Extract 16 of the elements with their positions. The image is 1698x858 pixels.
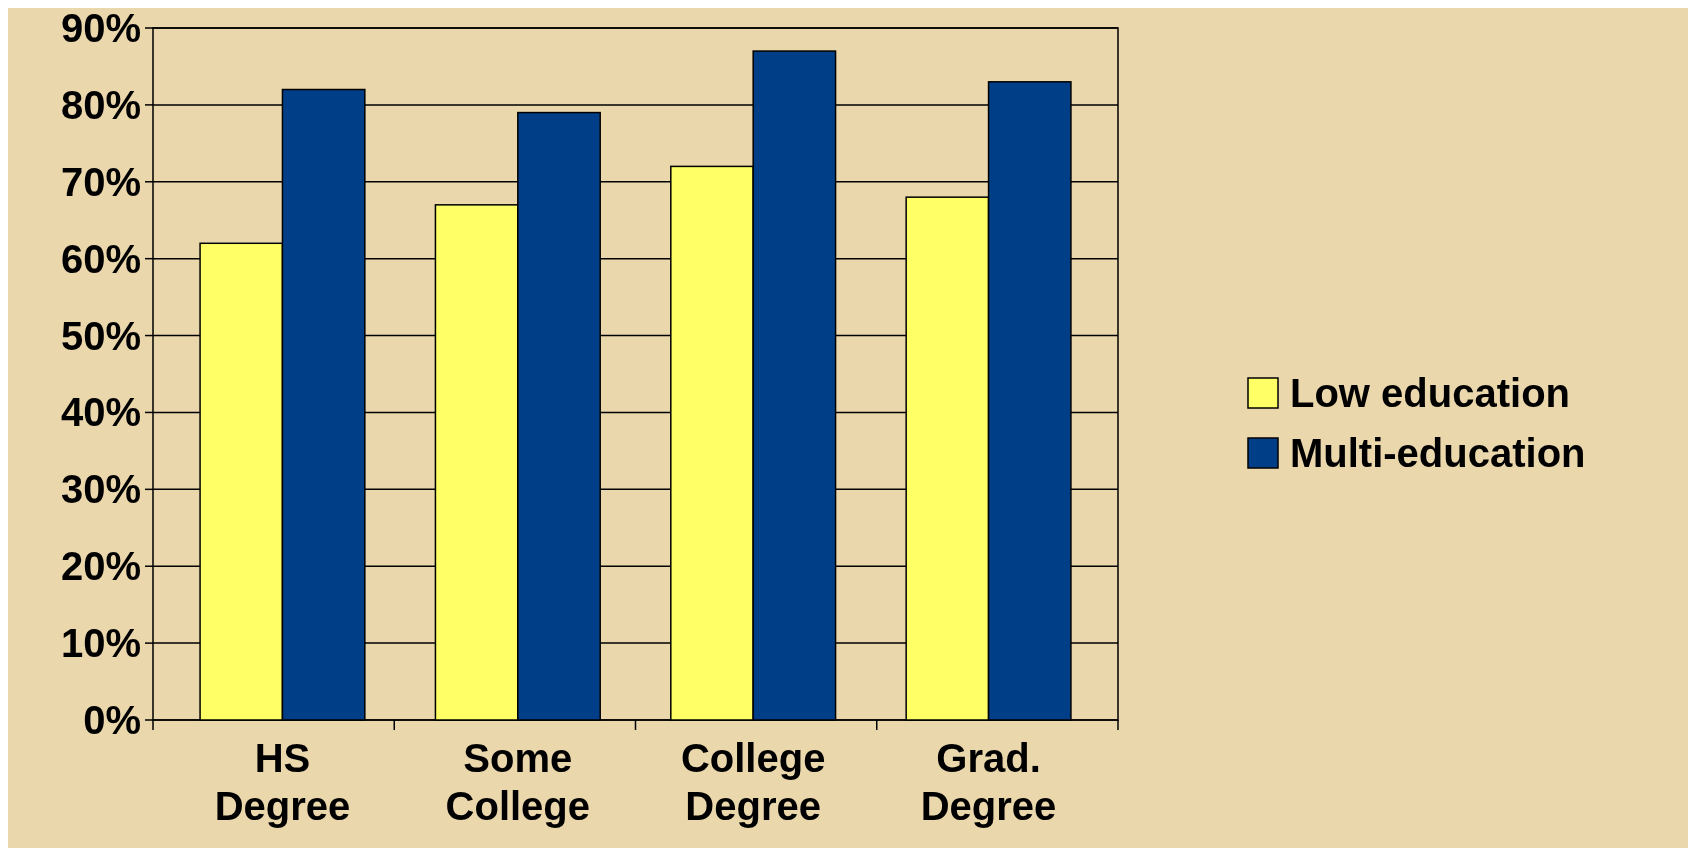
x-tick-label: College Degree — [680, 736, 826, 828]
legend-label: Multi-education — [1290, 431, 1586, 475]
y-tick-label: 10% — [60, 621, 141, 666]
y-tick-label: 30% — [60, 467, 141, 512]
y-tick-label: 70% — [60, 159, 141, 204]
y-tick-label: 60% — [60, 236, 141, 281]
x-tick-label: Some College — [445, 736, 591, 828]
y-tick-label: 20% — [60, 544, 141, 589]
legend-label: Low education — [1290, 371, 1570, 415]
y-tick-label: 50% — [60, 313, 141, 358]
y-tick-label: 90% — [60, 6, 141, 50]
y-tick-label: 40% — [60, 390, 141, 435]
y-tick-label: 0% — [83, 698, 141, 742]
x-tick-label: Grad. Degree — [920, 736, 1057, 828]
y-tick-label: 80% — [60, 82, 141, 127]
x-tick-label: HS Degree — [214, 736, 351, 828]
